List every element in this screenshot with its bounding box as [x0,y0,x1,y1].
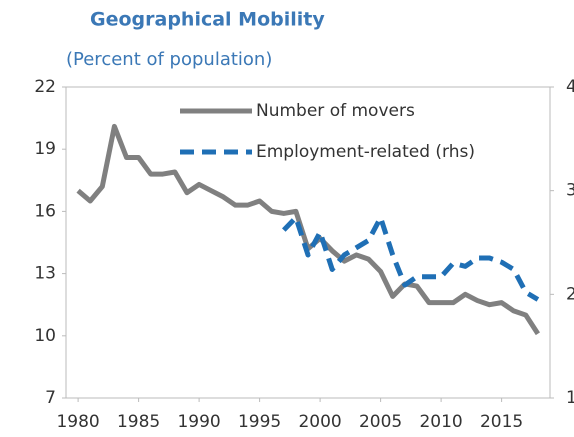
legend-label: Number of movers [256,101,415,121]
x-tick-label: 1995 [238,412,281,432]
y2-tick-label: 1 [566,388,574,408]
chart-title: Geographical Mobility [90,9,325,31]
x-tick-label: 2005 [359,412,402,432]
y-tick-label: 16 [34,201,56,221]
plot-frame [65,86,551,399]
chart-subtitle: (Percent of population) [66,49,272,70]
x-tick-label: 1980 [56,412,99,432]
x-tick-label: 2010 [419,412,462,432]
x-tick-label: 1990 [177,412,220,432]
y2-tick-label: 3 [566,181,574,201]
y-tick-label: 10 [34,326,56,346]
x-tick-label: 2015 [480,412,523,432]
y-tick-label: 13 [34,264,56,284]
x-tick-label: 1985 [117,412,160,432]
legend-label: Employment-related (rhs) [256,142,475,162]
series-line [282,215,540,302]
y-tick-label: 19 [34,139,56,159]
x-tick-label: 2000 [298,412,341,432]
y-tick-label: 7 [45,388,56,408]
y2-tick-label: 2 [566,284,574,304]
y2-tick-label: 4 [566,77,574,97]
y-tick-label: 22 [34,77,56,97]
